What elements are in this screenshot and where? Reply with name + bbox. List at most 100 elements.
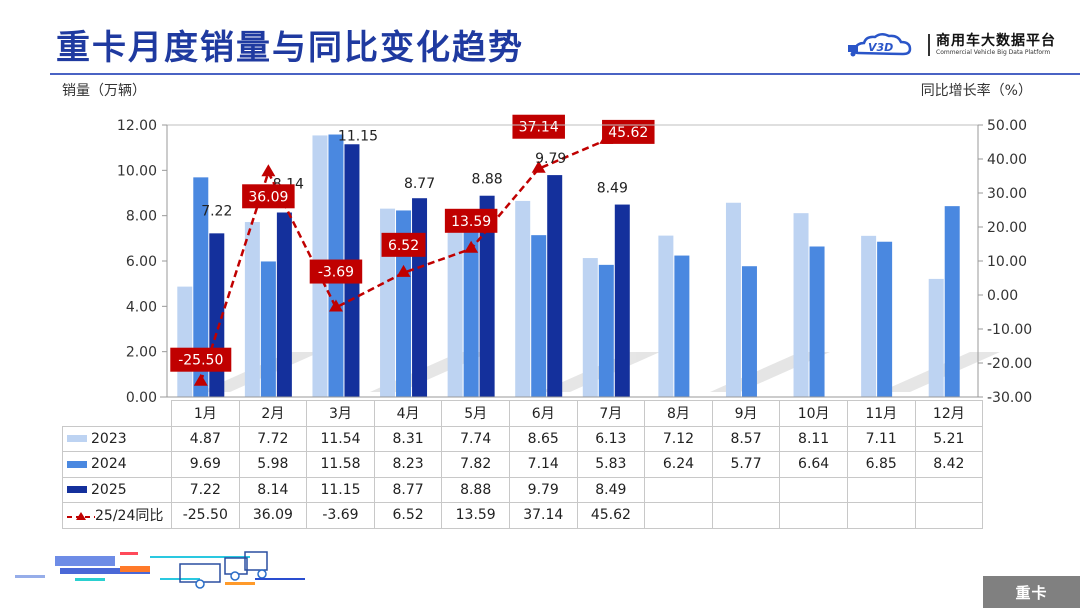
table-cell: 5.83 (576, 451, 646, 478)
table-cell: 8.57 (711, 425, 781, 452)
table-cell: 11.54 (306, 425, 375, 452)
yoy-value-label: 37.14 (519, 120, 559, 136)
bar-2023 (447, 221, 463, 397)
bar-2023 (177, 286, 193, 397)
triangle-marker-icon (328, 299, 343, 312)
bar-2024 (809, 246, 825, 397)
table-row: 2025 7.22 8.14 11.15 8.77 8.88 9.79 8.49 (62, 476, 984, 503)
table-cell: 6.85 (846, 451, 916, 478)
yoy-value-box (381, 232, 426, 257)
legend-swatch-icon (67, 460, 87, 468)
triangle-marker-icon (193, 373, 208, 386)
table-cell: 8.88 (441, 476, 510, 503)
bar-2023 (515, 200, 531, 397)
month-header: 8月 (644, 400, 713, 427)
table-cell: 8.14 (238, 476, 308, 503)
table-cell: 5.21 (914, 425, 984, 452)
table-cell: 45.62 (576, 502, 646, 529)
table-corner (62, 400, 172, 427)
table-cell: 5.77 (711, 451, 781, 478)
table-cell: 5.98 (238, 451, 308, 478)
brand-name-en: Commercial Vehicle Big Data Platform (936, 49, 1051, 56)
row-legend-label: 2025 (62, 476, 172, 503)
right-tick-label: 50.00 (987, 118, 1027, 134)
table-cell: 11.15 (306, 476, 375, 503)
row-legend-label: 2024 (62, 451, 172, 478)
right-tick-label: 30.00 (987, 186, 1027, 202)
bar-2023 (658, 235, 674, 397)
table-cell: 8.23 (373, 451, 443, 478)
right-tick-label: 20.00 (987, 220, 1027, 236)
month-header: 9月 (711, 400, 781, 427)
table-cell (914, 476, 984, 503)
yoy-value-label: -3.69 (318, 265, 354, 281)
table-cell: 7.82 (441, 451, 510, 478)
left-tick-label: 4.00 (126, 299, 157, 315)
table-cell: 7.12 (644, 425, 713, 452)
table-cell: 36.09 (238, 502, 308, 529)
row-label-text: 2023 (91, 430, 127, 447)
left-axis-title: 销量（万辆） (62, 83, 146, 99)
bar-2025 (614, 204, 630, 397)
title-divider (50, 73, 1080, 75)
yoy-value-box (512, 114, 565, 139)
table-cell: 37.14 (508, 502, 578, 529)
bar-2025 (479, 195, 495, 397)
bar-2024 (598, 264, 614, 397)
table-cell (644, 476, 713, 503)
bar-2024 (877, 241, 893, 397)
table-cell (711, 502, 781, 529)
bar-value-label: 7.22 (201, 203, 232, 219)
table-header-row: 1月 2月 3月 4月 5月 6月 7月 8月 9月 10月 11月 12月 (62, 400, 984, 427)
yoy-value-label: -25.50 (178, 353, 223, 369)
bar-2024 (463, 219, 479, 397)
bar-2023 (582, 258, 598, 397)
bar-value-label: 8.49 (597, 181, 628, 197)
bar-2025 (276, 212, 292, 397)
right-tick-label: -20.00 (987, 356, 1032, 372)
left-tick-label: 12.00 (117, 118, 157, 134)
table-cell: 7.74 (441, 425, 510, 452)
legend-dashed-triangle-icon (67, 512, 95, 521)
category-tag: 重卡 (983, 576, 1080, 608)
bar-2025 (412, 198, 428, 397)
legend-swatch-icon (67, 486, 87, 494)
yoy-value-box (242, 184, 295, 209)
month-header: 4月 (373, 400, 443, 427)
table-cell: 9.79 (508, 476, 578, 503)
table-cell (644, 502, 713, 529)
legend-swatch-icon (67, 435, 87, 443)
table-cell (846, 476, 916, 503)
triangle-marker-icon (464, 240, 479, 253)
month-header: 5月 (441, 400, 510, 427)
table-row: 2023 4.87 7.72 11.54 8.31 7.74 8.65 6.13 7.12 8.5… (62, 425, 984, 452)
bar-2024 (396, 210, 412, 397)
table-cell: 6.52 (373, 502, 443, 529)
table-cell (779, 476, 848, 503)
right-axis-ticks: 50.00 40.00 30.00 20.00 10.00 0.00 -10.00 -20.0… (978, 118, 1032, 406)
month-header: 10月 (779, 400, 848, 427)
table-cell: 8.31 (373, 425, 443, 452)
bar-2023 (928, 278, 944, 397)
bar-value-label: 11.15 (338, 128, 378, 144)
brand-logo-block: V3D 商用车大数据平台 Commercial Vehicle Big Data… (848, 28, 1056, 62)
triangle-marker-icon (396, 264, 411, 277)
table-cell: 9.69 (171, 451, 240, 478)
table-cell: 7.14 (508, 451, 578, 478)
bar-2024 (944, 206, 960, 397)
brand-separator (928, 34, 930, 56)
table-cell: -25.50 (171, 502, 240, 529)
table-cell: 4.87 (171, 425, 240, 452)
yoy-value-box (309, 259, 363, 284)
bar-2025 (547, 175, 563, 397)
table-cell: 7.72 (238, 425, 308, 452)
table-cell: 8.49 (576, 476, 646, 503)
table-cell: 11.58 (306, 451, 375, 478)
table-cell (779, 502, 848, 529)
left-tick-label: 10.00 (117, 163, 157, 179)
row-label-text: 2024 (91, 456, 127, 473)
right-tick-label: 10.00 (987, 254, 1027, 270)
yoy-value-label: 13.59 (451, 214, 491, 230)
table-cell: 6.24 (644, 451, 713, 478)
